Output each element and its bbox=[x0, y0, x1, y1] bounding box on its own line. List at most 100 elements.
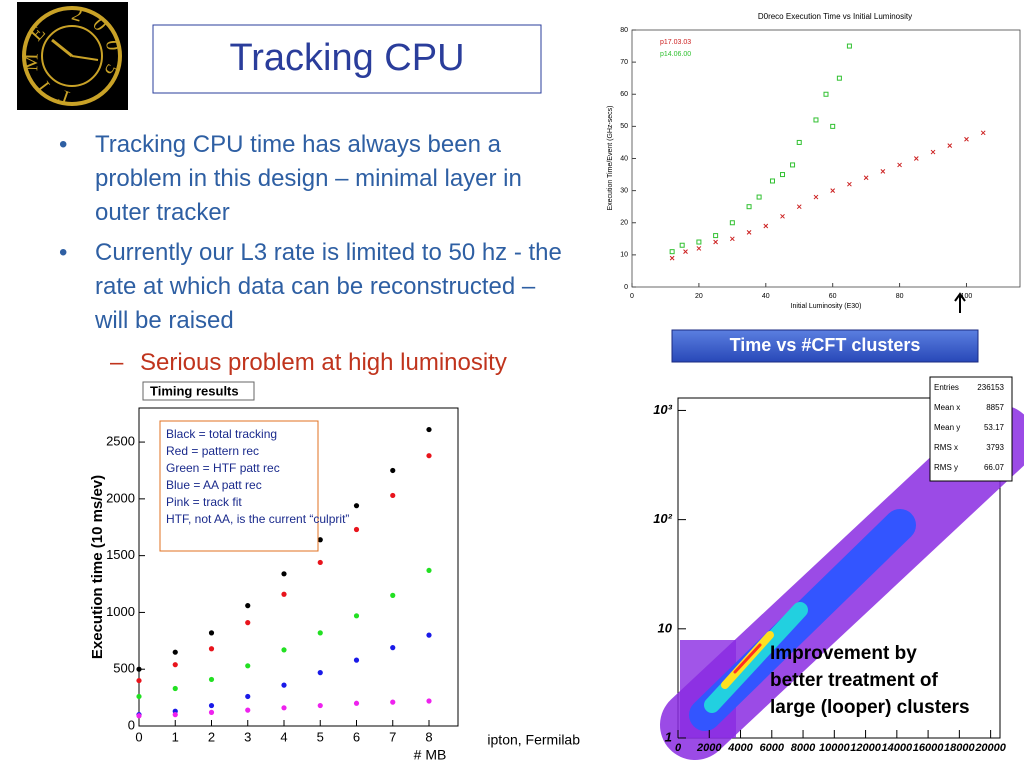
y-tick-label: 10³ bbox=[653, 402, 672, 417]
data-point bbox=[353, 526, 360, 533]
y-tick-label: 40 bbox=[620, 155, 628, 162]
x-tick-label: 0 bbox=[675, 742, 682, 754]
data-point bbox=[245, 603, 251, 609]
legend-text: Blue = AA patt rec bbox=[166, 478, 262, 492]
bullet: • Tracking CPU time has always been a pro… bbox=[59, 131, 522, 226]
data-point bbox=[796, 204, 802, 210]
data-point bbox=[947, 143, 953, 149]
data-point bbox=[317, 537, 323, 543]
data-point bbox=[669, 249, 675, 255]
data-point bbox=[136, 677, 142, 684]
x-tick-label: 8000 bbox=[791, 742, 816, 754]
data-point bbox=[669, 255, 675, 261]
banner bbox=[671, 329, 979, 363]
footer: ipton, Fermilab bbox=[487, 732, 580, 748]
data-point bbox=[136, 693, 142, 700]
y-tick-label: 1000 bbox=[106, 604, 135, 619]
legend-text: Green = HTF patt rec bbox=[166, 461, 280, 475]
x-tick-label: 2 bbox=[208, 729, 215, 744]
stats-label: Mean x bbox=[934, 403, 960, 412]
x-tick-label: 100 bbox=[961, 293, 973, 300]
x-tick-label: 80 bbox=[896, 293, 904, 300]
x-tick-label: 16000 bbox=[913, 742, 944, 754]
x-tick-label: 6000 bbox=[760, 742, 785, 754]
y-tick-label: 0 bbox=[624, 284, 628, 291]
data-point bbox=[172, 685, 178, 692]
data-point bbox=[208, 630, 215, 636]
stats-label: RMS y bbox=[934, 463, 958, 472]
stats-label: RMS x bbox=[934, 443, 958, 452]
data-point bbox=[281, 705, 287, 711]
y-tick-label: 10² bbox=[653, 511, 672, 526]
x-tick-label: 20000 bbox=[974, 742, 1006, 754]
data-point bbox=[830, 188, 836, 193]
sub-bullet-text: Serious problem at high luminosity bbox=[140, 349, 507, 376]
data-point bbox=[281, 647, 287, 653]
y-axis-label: Execution time (10 ms/ev) bbox=[89, 475, 106, 659]
annotation: large (looper) clusters bbox=[770, 697, 970, 718]
data-point bbox=[208, 646, 215, 652]
x-tick-label: 12000 bbox=[850, 742, 881, 754]
y-tick-label: 1 bbox=[665, 729, 672, 744]
data-point bbox=[980, 130, 986, 136]
data-point bbox=[729, 236, 735, 242]
stats-box bbox=[929, 376, 1013, 482]
annotation: better treatment of bbox=[770, 670, 939, 691]
data-point bbox=[713, 239, 718, 245]
data-point bbox=[245, 693, 251, 700]
x-tick-label: 0 bbox=[630, 293, 634, 300]
data-point bbox=[426, 698, 432, 704]
y-tick-label: 500 bbox=[113, 661, 135, 676]
data-point bbox=[390, 592, 396, 598]
x-tick-label: 6 bbox=[353, 729, 360, 744]
stats-value: 8857 bbox=[986, 403, 1004, 412]
stats-value: 53.17 bbox=[984, 423, 1005, 432]
x-axis-label: Initial Luminosity (E30) bbox=[791, 303, 862, 310]
data-point bbox=[317, 630, 323, 636]
slide-title: Tracking CPU bbox=[229, 37, 464, 79]
legend-entry: p17.03.03 bbox=[660, 39, 691, 46]
data-point bbox=[208, 709, 215, 715]
data-point bbox=[696, 246, 702, 251]
data-point bbox=[713, 233, 719, 239]
data-point bbox=[426, 567, 432, 574]
data-point bbox=[836, 75, 842, 81]
x-tick-label: 14000 bbox=[882, 742, 913, 754]
y-tick-label: 10 bbox=[620, 252, 628, 259]
y-tick-label: 30 bbox=[620, 187, 628, 194]
data-point bbox=[780, 213, 785, 219]
x-tick-label: 0 bbox=[135, 729, 142, 744]
cluster-chart: Time vs #CFT clusters 1 10 10² 10³ 0 2000 4000 6… bbox=[653, 329, 1024, 760]
data-point bbox=[281, 591, 287, 597]
x-tick-label: 10000 bbox=[819, 742, 850, 754]
stats-value: 66.07 bbox=[984, 463, 1005, 472]
bullet-text: Currently our L3 rate is limited to 50 h… bbox=[95, 239, 562, 334]
data-point bbox=[813, 194, 819, 200]
x-tick-label: 1 bbox=[172, 729, 179, 744]
data-point bbox=[208, 702, 215, 709]
data-point bbox=[964, 136, 969, 142]
data-point bbox=[390, 492, 396, 499]
data-point bbox=[172, 662, 178, 668]
y-tick-label: 1500 bbox=[106, 547, 135, 562]
data-point bbox=[353, 613, 360, 619]
y-tick-label: 50 bbox=[620, 123, 628, 130]
data-point bbox=[390, 467, 396, 474]
stats-value: 236153 bbox=[977, 383, 1004, 392]
data-point bbox=[823, 91, 829, 97]
timing-chart: Timing results 0 500 1000 1500 2000 2500 0 1 2 3 4 5… bbox=[89, 381, 459, 763]
data-point bbox=[353, 700, 360, 706]
data-point bbox=[847, 181, 852, 187]
x-tick-label: 2000 bbox=[696, 742, 722, 754]
y-tick-label: 2000 bbox=[106, 490, 135, 505]
data-point bbox=[390, 645, 396, 651]
panel-title-box bbox=[142, 381, 255, 401]
data-point bbox=[769, 178, 775, 184]
y-tick-label: 0 bbox=[128, 717, 135, 732]
data-point bbox=[756, 194, 762, 200]
data-point bbox=[897, 162, 902, 168]
data-point bbox=[172, 712, 178, 718]
data-point bbox=[245, 707, 251, 713]
data-point bbox=[880, 168, 886, 174]
